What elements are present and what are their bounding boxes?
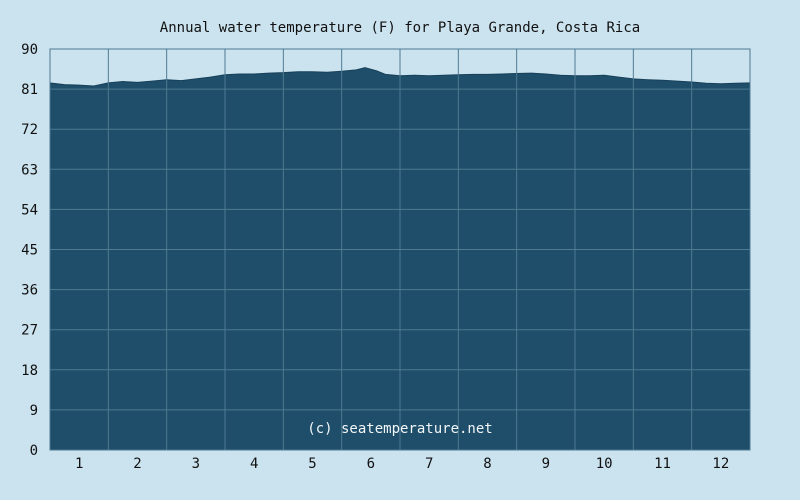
- x-tick-label: 8: [483, 456, 491, 472]
- x-tick-label: 11: [654, 456, 671, 472]
- x-axis: 1 2 3 4 5 6 7 8 9 10 11 12: [75, 456, 729, 472]
- y-tick-label: 54: [21, 202, 38, 218]
- x-tick-label: 3: [192, 456, 200, 472]
- watermark: (c) seatemperature.net: [307, 421, 492, 437]
- x-tick-label: 1: [75, 456, 83, 472]
- plot-area: [49, 48, 751, 451]
- x-tick-label: 9: [542, 456, 550, 472]
- y-tick-label: 45: [21, 243, 38, 259]
- x-tick-label: 12: [712, 456, 729, 472]
- y-tick-label: 81: [21, 82, 38, 98]
- y-tick-label: 36: [21, 283, 38, 299]
- x-tick-label: 10: [596, 456, 613, 472]
- x-tick-label: 4: [250, 456, 258, 472]
- y-tick-label: 0: [30, 443, 38, 459]
- x-tick-label: 6: [367, 456, 375, 472]
- y-tick-label: 90: [21, 42, 38, 58]
- plot-frame: [49, 48, 751, 451]
- y-tick-label: 63: [21, 162, 38, 178]
- x-tick-label: 5: [308, 456, 316, 472]
- y-tick-label: 72: [21, 122, 38, 138]
- y-axis: 0 9 18 27 36 45 54 63 72 81 90: [21, 42, 38, 459]
- y-tick-label: 9: [30, 403, 38, 419]
- x-tick-label: 2: [133, 456, 141, 472]
- chart-title: Annual water temperature (F) for Playa G…: [160, 20, 640, 36]
- y-tick-label: 27: [21, 323, 38, 339]
- x-tick-label: 7: [425, 456, 433, 472]
- y-tick-label: 18: [21, 363, 38, 379]
